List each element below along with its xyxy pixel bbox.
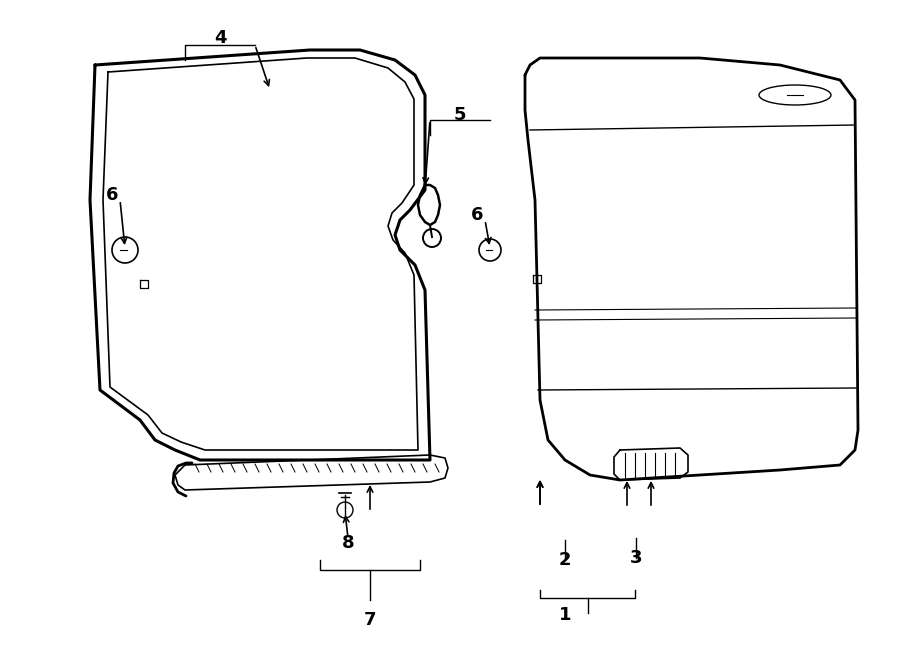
Text: 6: 6: [106, 186, 118, 204]
Text: 2: 2: [559, 551, 572, 569]
Text: 3: 3: [630, 549, 643, 567]
Text: 5: 5: [454, 106, 466, 124]
Text: 4: 4: [214, 29, 226, 47]
Text: 7: 7: [364, 611, 376, 629]
Text: 6: 6: [471, 206, 483, 224]
Text: 8: 8: [342, 534, 355, 552]
Text: 1: 1: [559, 606, 572, 624]
